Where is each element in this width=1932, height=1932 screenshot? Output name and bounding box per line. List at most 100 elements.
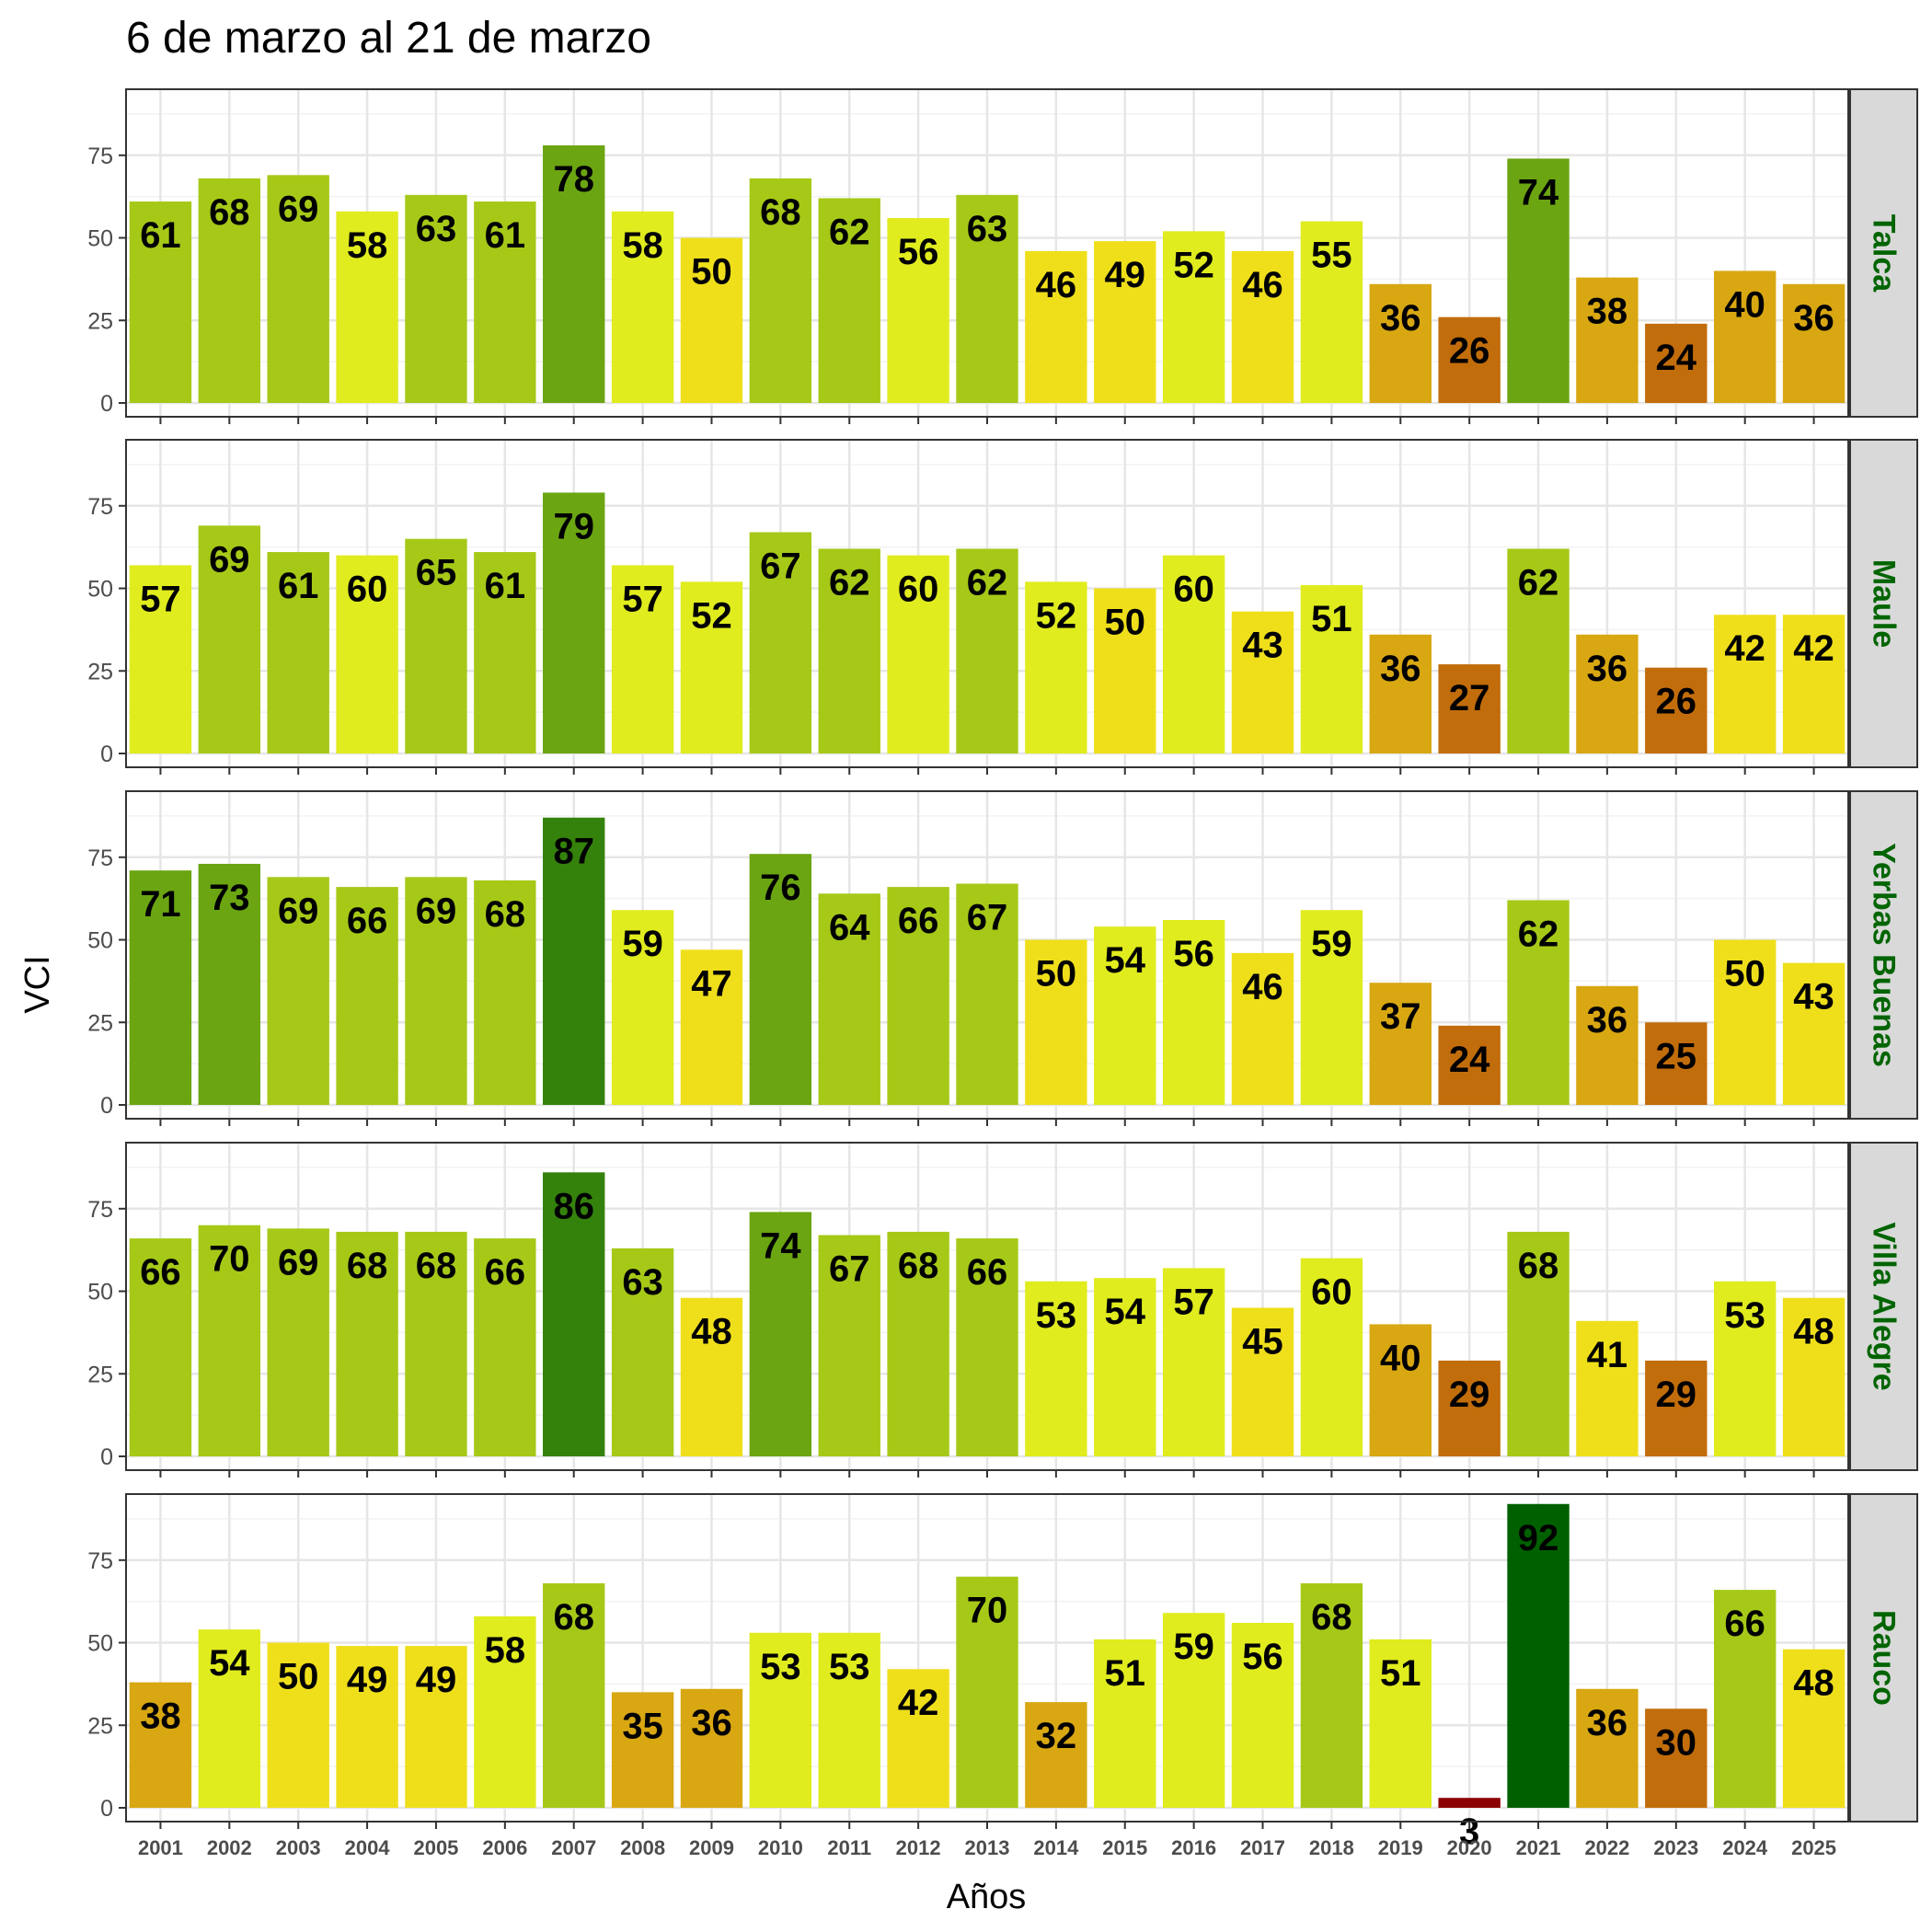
bar — [1162, 1268, 1225, 1456]
bar-value-label: 52 — [1173, 245, 1214, 285]
x-tick-label: 2005 — [413, 1836, 458, 1859]
y-tick-label: 25 — [87, 1362, 113, 1387]
bar — [543, 1172, 605, 1456]
x-tick-label: 2013 — [965, 1836, 1010, 1859]
x-axis-title: Años — [947, 1878, 1027, 1916]
x-tick-label: 2011 — [827, 1836, 871, 1859]
bar — [1025, 581, 1087, 753]
bar — [129, 565, 192, 753]
bar-value-label: 68 — [1518, 1246, 1559, 1286]
bar-value-label: 43 — [1242, 626, 1283, 666]
bar-value-label: 24 — [1449, 1040, 1490, 1080]
x-tick-label: 2022 — [1584, 1836, 1629, 1859]
bar — [336, 211, 398, 403]
bar — [1645, 323, 1708, 403]
bar — [474, 880, 536, 1105]
bar — [1369, 983, 1432, 1105]
bar — [405, 877, 467, 1105]
bar-value-label: 78 — [553, 159, 594, 200]
bar-value-label: 40 — [1724, 284, 1765, 325]
bar — [611, 1248, 674, 1456]
bar-value-label: 65 — [416, 553, 457, 593]
y-tick-label: 50 — [87, 928, 113, 954]
bar — [1507, 158, 1570, 403]
bar-value-label: 36 — [1793, 298, 1834, 339]
bar — [1576, 277, 1639, 403]
bar — [267, 1228, 329, 1456]
bar-value-label: 69 — [278, 1242, 319, 1282]
bar — [474, 1238, 536, 1456]
bar — [1645, 1360, 1708, 1456]
bar-value-label: 61 — [485, 566, 526, 606]
bar — [129, 201, 192, 403]
bar — [474, 552, 536, 753]
bar — [956, 548, 1018, 753]
facet-strip — [1849, 790, 1918, 1120]
bar — [405, 194, 467, 403]
bar-value-label: 56 — [898, 232, 939, 272]
bar — [749, 1632, 812, 1808]
bar-value-label: 50 — [278, 1657, 319, 1697]
bar — [1782, 283, 1846, 403]
bar — [198, 863, 261, 1105]
y-tick-label: 50 — [87, 226, 113, 252]
bar-value-label: 57 — [622, 579, 663, 619]
bar — [887, 555, 949, 753]
bar-value-label: 50 — [1724, 954, 1765, 995]
bar — [1162, 1613, 1225, 1808]
bar-value-label: 54 — [1105, 940, 1146, 981]
bar-value-label: 36 — [691, 1703, 732, 1743]
bar-value-label: 25 — [1656, 1036, 1697, 1076]
bar-value-label: 62 — [829, 562, 870, 603]
bar — [543, 492, 605, 753]
bar-value-label: 56 — [1242, 1637, 1283, 1677]
y-tick-label: 0 — [100, 1093, 113, 1119]
facet-strip — [1849, 88, 1918, 418]
bar-value-label: 26 — [1656, 682, 1697, 722]
bar — [474, 1616, 536, 1808]
bar-value-label: 51 — [1311, 599, 1352, 639]
bar-value-label: 73 — [209, 878, 250, 918]
bar-value-label: 38 — [140, 1696, 181, 1737]
bar — [1369, 1324, 1432, 1456]
bar — [1231, 611, 1294, 753]
bar-value-label: 66 — [898, 901, 939, 941]
bar-value-label: 87 — [553, 832, 594, 872]
bar-value-label: 53 — [1724, 1295, 1765, 1336]
bar-value-label: 57 — [1173, 1282, 1214, 1322]
x-tick-label: 2012 — [896, 1836, 941, 1859]
bar-value-label: 63 — [967, 209, 1008, 249]
bar — [336, 1646, 398, 1808]
bar-value-label: 38 — [1587, 292, 1628, 332]
bar-value-label: 60 — [1173, 569, 1214, 610]
bar-value-label: 68 — [347, 1246, 388, 1286]
bar — [267, 175, 329, 403]
bar — [1576, 1688, 1639, 1808]
bar — [1645, 667, 1708, 753]
bar — [1507, 1503, 1570, 1808]
x-tick-label: 2017 — [1240, 1836, 1285, 1859]
x-tick-label: 2021 — [1516, 1836, 1561, 1859]
bar — [611, 910, 674, 1105]
bar — [1300, 584, 1363, 753]
bar-value-label: 46 — [1242, 265, 1283, 305]
bar — [1025, 250, 1087, 403]
bar — [1231, 1622, 1294, 1808]
bar — [129, 1238, 192, 1456]
x-tick-label: 2009 — [689, 1836, 734, 1859]
bar-value-label: 68 — [553, 1597, 594, 1638]
bar-value-label: 54 — [209, 1643, 250, 1684]
x-tick-label: 2008 — [620, 1836, 665, 1859]
bar-value-label: 70 — [967, 1591, 1008, 1631]
y-axis-title: VCI — [18, 955, 57, 1013]
bar — [1782, 1297, 1846, 1456]
bar-value-label: 61 — [485, 215, 526, 256]
x-tick-label: 2016 — [1171, 1836, 1216, 1859]
bar — [1162, 555, 1225, 753]
bar-value-label: 51 — [1380, 1653, 1421, 1694]
x-tick-label: 2018 — [1309, 1836, 1354, 1859]
bar — [1094, 1639, 1156, 1808]
bar — [543, 145, 605, 403]
bar — [1782, 962, 1846, 1105]
